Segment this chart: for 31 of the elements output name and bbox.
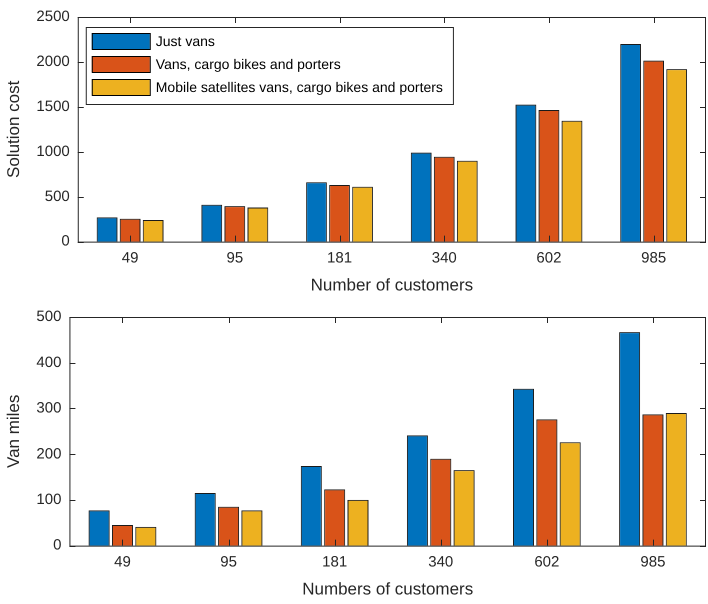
legend-label: Just vans xyxy=(156,32,215,49)
y-tick-label: 1500 xyxy=(36,98,70,115)
y-tick-label: 0 xyxy=(53,536,62,554)
legend-label: Mobile satellites vans, cargo bikes and porters xyxy=(156,78,443,95)
x-tick-label: 340 xyxy=(432,250,457,267)
x-tick-label: 985 xyxy=(640,554,666,571)
x-tick-label: 602 xyxy=(536,250,562,267)
x-tick-label: 181 xyxy=(327,250,352,267)
y-tick-label: 500 xyxy=(44,188,70,205)
y-tick-label: 2000 xyxy=(36,53,70,70)
x-axis-title: Number of customers xyxy=(310,275,474,294)
x-tick-label: 340 xyxy=(428,554,454,571)
x-axis-title: Numbers of customers xyxy=(302,579,474,598)
y-tick-label: 1000 xyxy=(36,142,70,160)
y-tick-label: 2500 xyxy=(36,8,70,26)
x-tick-label: 181 xyxy=(322,554,348,571)
y-tick-label: 0 xyxy=(61,232,70,250)
x-tick-label: 985 xyxy=(641,250,666,267)
y-tick-label: 300 xyxy=(36,400,62,417)
x-tick-label: 49 xyxy=(114,554,131,571)
legend-label: Vans, cargo bikes and porters xyxy=(156,56,341,72)
x-tick-label: 95 xyxy=(220,554,237,571)
y-tick-label: 200 xyxy=(36,445,62,462)
x-tick-label: 95 xyxy=(226,250,244,267)
x-tick-label: 602 xyxy=(534,554,560,571)
y-tick-label: 100 xyxy=(36,491,62,508)
y-axis-title: Solution cost xyxy=(4,80,23,178)
y-tick-label: 400 xyxy=(36,354,62,371)
y-tick-label: 500 xyxy=(36,308,62,326)
y-axis-title: Van miles xyxy=(4,394,23,468)
x-tick-label: 49 xyxy=(122,250,138,267)
